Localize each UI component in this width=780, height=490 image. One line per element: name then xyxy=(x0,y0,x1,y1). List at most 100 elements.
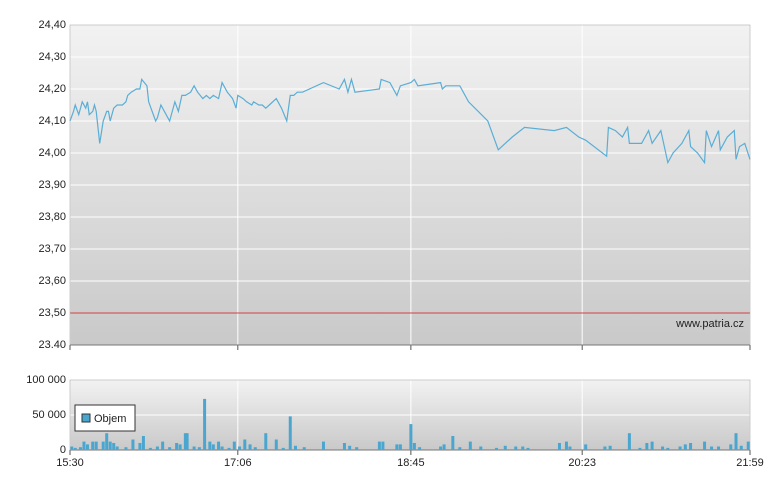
x-tick-label: 21:59 xyxy=(736,457,764,469)
volume-bar xyxy=(729,444,733,450)
volume-bar xyxy=(666,447,670,450)
volume-bar xyxy=(94,441,98,450)
y-tick-label: 24,10 xyxy=(38,115,66,127)
volume-bar xyxy=(608,445,612,450)
plot-border xyxy=(69,379,751,451)
volume-bar xyxy=(564,441,568,450)
volume-bar xyxy=(568,446,572,450)
volume-bar xyxy=(217,441,221,450)
volume-bar xyxy=(161,441,165,450)
volume-bar xyxy=(395,444,399,450)
y-tick-label: 23,80 xyxy=(38,211,66,223)
volume-bar xyxy=(342,443,346,450)
volume-bar xyxy=(521,446,525,450)
volume-bar xyxy=(248,444,252,450)
volume-bar xyxy=(108,441,112,450)
volume-bar xyxy=(274,439,278,450)
volume-bar xyxy=(645,443,649,450)
volume-bar xyxy=(661,446,665,450)
volume-bar xyxy=(203,398,207,450)
volume-bar xyxy=(650,441,654,450)
volume-bar xyxy=(131,439,135,450)
volume-bar xyxy=(175,443,179,450)
y-tick-label: 23,70 xyxy=(38,243,66,255)
volume-bar xyxy=(377,441,381,450)
volume-bar xyxy=(208,441,212,450)
volume-bar xyxy=(689,443,693,450)
y-tick-label: 23.40 xyxy=(38,339,66,351)
volume-bar xyxy=(458,447,462,450)
volume-bar xyxy=(321,441,325,450)
volume-bar xyxy=(220,446,224,450)
volume-bar xyxy=(526,447,530,450)
volume-bar xyxy=(105,433,109,450)
volume-bar xyxy=(398,444,402,450)
volume-bar xyxy=(302,447,306,450)
volume-bar xyxy=(112,443,116,450)
volume-bar xyxy=(227,447,231,450)
x-tick-label: 18:45 xyxy=(397,457,425,469)
volume-bar xyxy=(348,445,352,450)
volume-bar xyxy=(739,445,743,450)
volume-bar xyxy=(115,446,119,450)
volume-bar xyxy=(264,433,268,450)
volume-bar xyxy=(211,444,215,450)
legend: Objem xyxy=(74,404,136,432)
x-tick-label: 17:06 xyxy=(224,457,252,469)
y-tick-label: 23,90 xyxy=(38,179,66,191)
volume-bar xyxy=(253,447,257,450)
source-label: www.patria.cz xyxy=(675,318,744,330)
volume-bar xyxy=(197,447,201,450)
volume-bar xyxy=(124,447,128,450)
y-tick-label: 0 xyxy=(60,444,66,456)
volume-bar xyxy=(178,444,182,450)
legend-label: Objem xyxy=(94,413,126,425)
volume-bar xyxy=(183,433,187,450)
volume-bar xyxy=(148,447,152,450)
y-tick-label: 24,00 xyxy=(38,147,66,159)
y-tick-label: 24,30 xyxy=(38,51,66,63)
volume-bar xyxy=(451,436,455,450)
volume-bar xyxy=(192,446,196,450)
volume-bar xyxy=(281,447,285,450)
volume-bar xyxy=(138,443,142,450)
volume-bar xyxy=(288,416,292,450)
price-line xyxy=(69,77,751,165)
y-tick-label: 23,50 xyxy=(38,307,66,319)
volume-bar xyxy=(678,446,682,450)
volume-bar xyxy=(73,447,77,450)
volume-bar xyxy=(479,446,483,450)
y-tick-label: 24,40 xyxy=(38,19,66,31)
x-tick-label: 15:30 xyxy=(56,457,84,469)
x-tick-label: 20:23 xyxy=(568,457,596,469)
volume-bar xyxy=(710,446,714,450)
y-tick-label: 23,60 xyxy=(38,275,66,287)
volume-bar xyxy=(294,445,298,450)
volume-bar xyxy=(185,433,189,450)
volume-bar xyxy=(91,441,95,450)
volume-bar xyxy=(703,441,707,450)
volume-bar xyxy=(638,447,642,450)
volume-bar xyxy=(238,446,242,450)
y-tick-label: 50 000 xyxy=(32,409,66,421)
volume-bar xyxy=(627,433,631,450)
y-tick-label: 100 000 xyxy=(26,374,66,386)
volume-bar xyxy=(442,444,446,450)
volume-bar xyxy=(409,424,413,450)
volume-bar xyxy=(495,447,499,450)
volume-bar xyxy=(557,443,561,450)
volume-bar xyxy=(584,444,588,450)
volume-bar xyxy=(168,447,172,450)
y-tick-label: 24,20 xyxy=(38,83,66,95)
volume-bar xyxy=(155,446,159,450)
volume-bar xyxy=(85,444,89,450)
volume-bar xyxy=(412,443,416,450)
volume-bar xyxy=(683,444,687,450)
volume-bar xyxy=(243,439,247,450)
volume-bar xyxy=(82,441,86,450)
volume-bar xyxy=(141,436,145,450)
volume-bar xyxy=(514,446,518,450)
volume-bar xyxy=(734,433,738,450)
volume-bar xyxy=(468,441,472,450)
